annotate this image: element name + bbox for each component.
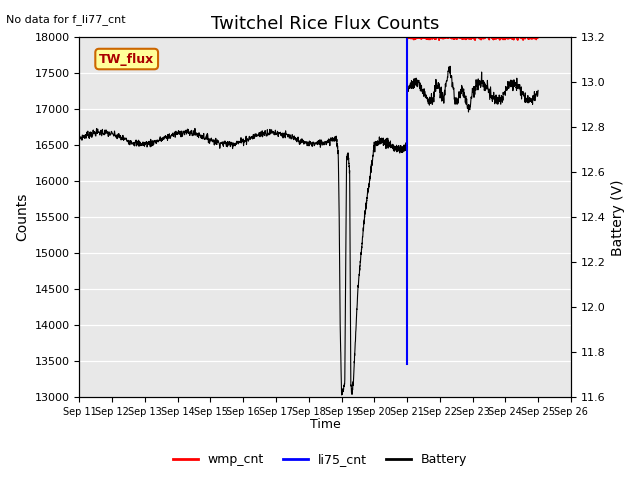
Y-axis label: Battery (V): Battery (V) [611,179,625,255]
Text: No data for f_li77_cnt: No data for f_li77_cnt [6,14,126,25]
X-axis label: Time: Time [310,419,340,432]
Title: Twitchel Rice Flux Counts: Twitchel Rice Flux Counts [211,15,439,33]
Y-axis label: Counts: Counts [15,193,29,241]
Text: TW_flux: TW_flux [99,52,154,66]
Legend: wmp_cnt, li75_cnt, Battery: wmp_cnt, li75_cnt, Battery [168,448,472,471]
